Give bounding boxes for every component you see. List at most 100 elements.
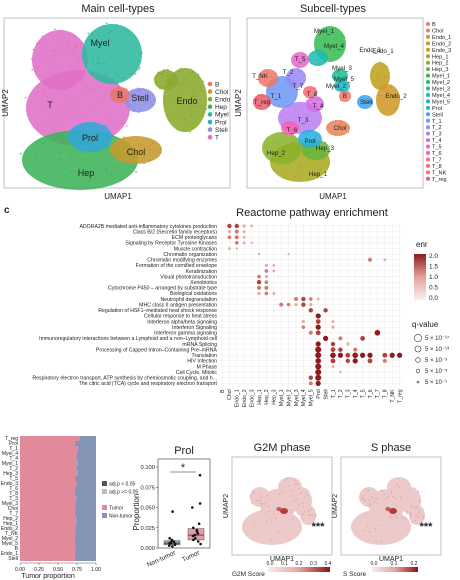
umap-a-point [139, 108, 142, 110]
bar-nontumor-t_3 [76, 496, 96, 501]
umap-b-point [285, 97, 287, 99]
umap-b-point [339, 81, 341, 83]
umap-b-point [257, 94, 259, 96]
score-umap-point [369, 531, 371, 533]
legend-b-label-t_reg: T_reg [432, 177, 447, 183]
score-umap-point [401, 516, 404, 519]
umap-a-point [92, 63, 94, 65]
umap-a-point [104, 132, 107, 135]
umap-a-point [140, 109, 143, 112]
legend-b-label-t_7: T_7 [432, 157, 442, 163]
enr-tick-label: 1.0 [429, 274, 438, 281]
umap-b-cluster-endo_2 [376, 84, 400, 116]
umap-a-point [36, 163, 39, 166]
umap-b-point [335, 72, 338, 74]
pathway-label: Chromatin modifying enzymes [147, 258, 217, 264]
umap-a-point [117, 121, 120, 124]
umap-b-point [280, 148, 282, 151]
panel-a-frame [3, 17, 231, 189]
bar-label-prol: Prol [9, 441, 18, 447]
umap-a-point [110, 82, 112, 84]
umap-b-point [326, 30, 328, 33]
legend-b-swatch-t_reg [426, 176, 430, 181]
umap-b-point [341, 99, 343, 102]
legend-a-swatch-stell [207, 127, 213, 132]
score-umap-point [299, 492, 302, 495]
umap-a-point [111, 134, 114, 137]
legend-b-label-endo_1: Endo_1 [432, 35, 451, 41]
umap-b-point [319, 168, 322, 171]
bar-label-endo_1: Endo_1 [1, 551, 18, 557]
enrichment-dot [301, 325, 306, 329]
umap-a-point [43, 124, 46, 127]
bar-tumor-myel_2 [20, 536, 75, 541]
score-umap-point [280, 490, 283, 492]
umap-a-point [140, 89, 143, 92]
umap-a-point [137, 110, 140, 113]
umap-a-point [145, 100, 148, 103]
umap-a-point [152, 94, 154, 97]
umap-a-point [91, 141, 93, 144]
score-umap-point [315, 513, 317, 516]
umap-b-point [280, 115, 283, 117]
umap-a-cluster-hep [22, 130, 138, 190]
enrichment-dot [234, 229, 239, 234]
umap-a-point [112, 164, 115, 167]
bar-tumor-prol [20, 441, 75, 446]
umap-a-point [88, 131, 91, 134]
umap-b-point [276, 155, 279, 157]
legend-b-label-endo_2: Endo_2 [432, 41, 451, 47]
panel-g-umap [351, 477, 425, 545]
umap-a-point [94, 146, 97, 148]
legend-b-swatch-hep_3 [426, 67, 430, 72]
umap-b-label-myel_4: Myel_4 [324, 43, 345, 50]
umap-b-point [305, 149, 308, 151]
umap-b-point [308, 120, 310, 122]
umap-a-point [194, 122, 197, 124]
score-umap-point [394, 497, 397, 500]
umap-b-label-myel_5: Myel_5 [334, 76, 355, 83]
umap-a-point [105, 73, 107, 76]
score-umap-point [377, 524, 380, 526]
umap-b-point [291, 131, 293, 134]
umap-b-point [366, 98, 368, 100]
umap-a-point [116, 138, 119, 141]
umap-a-point [167, 82, 170, 85]
enr-tick-label: 1.5 [429, 264, 438, 271]
umap-a-point [138, 66, 141, 69]
umap-b-point [315, 48, 317, 51]
enrichment-dot [301, 319, 305, 324]
score-umap-point [258, 499, 261, 502]
legend-b-label-hep_2: Hep_2 [432, 61, 448, 67]
umap-b-point [344, 75, 347, 78]
umap-a-point [147, 94, 149, 97]
umap-a-point [166, 72, 169, 75]
umap-b-point [286, 95, 289, 97]
umap-a-point [183, 83, 186, 86]
umap-a-point [48, 113, 51, 115]
umap-a-point [108, 32, 110, 34]
umap-b-point [302, 57, 305, 59]
score-umap-point [365, 489, 368, 491]
umap-b-point [337, 80, 339, 83]
legend-b-swatch-t_nk [426, 170, 430, 175]
celltype-label: Myel_1 [279, 389, 285, 406]
panel-f-xlabel: UMAP1 [270, 556, 294, 563]
umap-b-point [334, 27, 337, 29]
umap-b-point [383, 87, 385, 89]
legend-b-swatch-prol [426, 105, 430, 110]
umap-b-point [294, 129, 297, 132]
panel-e-ylabel: Proportion [132, 494, 141, 531]
legend-a-swatch-prol [207, 119, 213, 125]
umap-a-point [129, 96, 132, 99]
umap-b-point [380, 71, 382, 74]
enrichment-dot [397, 352, 403, 358]
umap-a-point [31, 58, 33, 61]
umap-b-point [270, 76, 273, 78]
pathway-label: Formation of the cornified envelope [136, 263, 217, 269]
umap-a-point [107, 132, 109, 135]
umap-a-point [129, 109, 132, 111]
panel-c: c Reactome pathway enrichment ADORA2B me… [4, 205, 449, 407]
umap-b-point [263, 103, 266, 105]
panel-c-dots [227, 223, 403, 386]
